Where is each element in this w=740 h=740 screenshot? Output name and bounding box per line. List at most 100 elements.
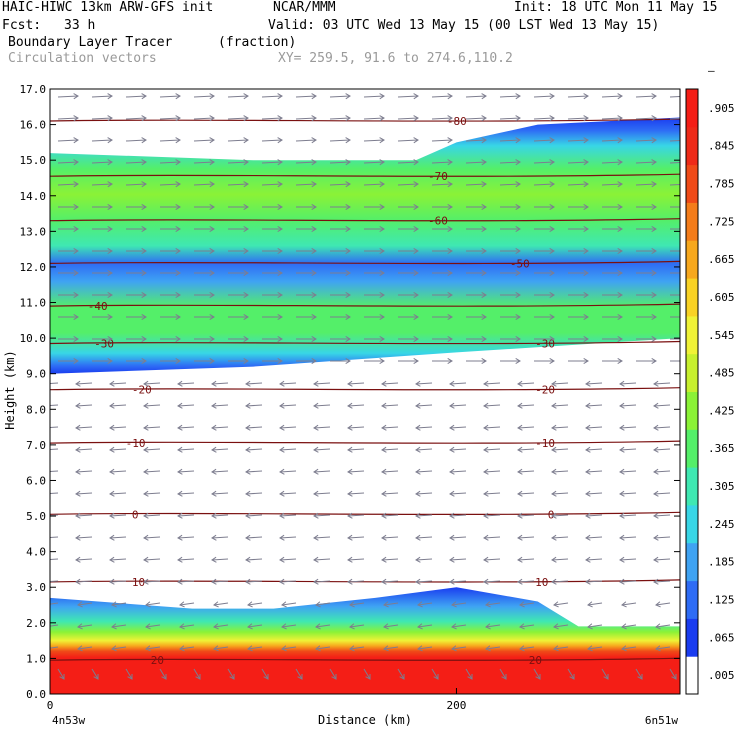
vector-arrowhead bbox=[313, 468, 319, 475]
vector-arrow bbox=[75, 448, 93, 451]
vector-arrowhead bbox=[517, 490, 523, 497]
vector-arrow bbox=[125, 183, 147, 186]
vector-arrow bbox=[313, 580, 331, 583]
vector-arrowhead bbox=[347, 446, 353, 453]
vector-arrowhead bbox=[517, 556, 523, 563]
vector-arrow bbox=[279, 580, 297, 583]
vector-arrow bbox=[363, 117, 385, 120]
vector-arrowhead bbox=[213, 645, 219, 652]
vector-arrow bbox=[587, 602, 603, 606]
vector-arrowhead bbox=[585, 380, 591, 387]
temperature-contour bbox=[50, 440, 680, 444]
vector-arrowhead bbox=[549, 225, 555, 233]
vector-arrowhead bbox=[175, 313, 181, 321]
vector-arrowhead bbox=[447, 247, 453, 255]
vector-arrowhead bbox=[481, 159, 487, 166]
vector-arrowhead bbox=[279, 490, 285, 497]
y-tick-label: 11.0 bbox=[20, 297, 47, 310]
contour-label: -40 bbox=[88, 300, 108, 313]
vector-arrow bbox=[397, 183, 419, 186]
vector-arrowhead bbox=[485, 601, 491, 608]
vector-arrow bbox=[431, 139, 453, 142]
vector-arrow bbox=[567, 161, 589, 164]
vector-arrow bbox=[601, 183, 623, 186]
vector-arrowhead bbox=[345, 203, 351, 211]
vector-arrow bbox=[50, 624, 59, 627]
vector-arrow bbox=[451, 646, 467, 650]
vector-arrow bbox=[111, 646, 127, 650]
vector-arrowhead bbox=[653, 380, 659, 387]
vector-arrow bbox=[295, 95, 317, 98]
vector-arrowhead bbox=[75, 578, 81, 585]
vector-arrow bbox=[50, 404, 59, 407]
vector-arrowhead bbox=[44, 602, 49, 607]
vector-arrowhead bbox=[653, 578, 659, 585]
vector-arrowhead bbox=[347, 534, 353, 541]
contour-label: -20 bbox=[535, 384, 555, 397]
vector-arrow bbox=[245, 470, 263, 473]
vector-arrowhead bbox=[311, 269, 317, 277]
vector-arrowhead bbox=[211, 556, 217, 563]
vector-arrow bbox=[261, 183, 283, 186]
vector-arrowhead bbox=[619, 490, 625, 497]
vector-arrow bbox=[57, 117, 79, 120]
vector-arrowhead bbox=[141, 225, 147, 233]
vector-arrow bbox=[279, 470, 297, 473]
vector-arrowhead bbox=[449, 490, 455, 497]
field-name: Boundary Layer Tracer bbox=[8, 35, 173, 50]
vector-arrowhead bbox=[331, 674, 337, 680]
vector-arrow bbox=[347, 448, 365, 451]
vector-arrowhead bbox=[59, 674, 65, 680]
vector-arrowhead bbox=[379, 115, 385, 122]
vector-arrowhead bbox=[175, 181, 181, 188]
vector-arrowhead bbox=[247, 623, 253, 630]
vector-arrowhead bbox=[653, 424, 659, 431]
vector-arrowhead bbox=[177, 402, 183, 409]
vector-arrow bbox=[75, 580, 93, 583]
vector-arrow bbox=[245, 492, 263, 495]
vector-arrow bbox=[619, 492, 637, 495]
vector-arrowhead bbox=[651, 137, 657, 144]
vector-arrowhead bbox=[417, 623, 423, 630]
vector-arrow bbox=[143, 536, 161, 539]
vector-arrowhead bbox=[449, 578, 455, 585]
vector-arrow bbox=[295, 139, 317, 142]
vector-arrowhead bbox=[347, 424, 353, 431]
vector-arrowhead bbox=[551, 424, 557, 431]
contour-label: 0 bbox=[132, 508, 139, 521]
vector-arrowhead bbox=[109, 490, 115, 497]
vector-arrow bbox=[347, 426, 365, 429]
vector-arrowhead bbox=[42, 535, 46, 540]
vector-arrowhead bbox=[621, 645, 627, 652]
vector-arrow bbox=[213, 624, 229, 628]
vector-arrowhead bbox=[549, 159, 555, 166]
vector-arrow bbox=[415, 558, 433, 561]
vector-arrow bbox=[313, 558, 331, 561]
vector-arrowhead bbox=[583, 137, 589, 144]
vector-arrow bbox=[567, 668, 575, 680]
vector-arrow bbox=[50, 492, 59, 495]
vector-arrowhead bbox=[381, 446, 387, 453]
vector-arrowhead bbox=[449, 556, 455, 563]
vector-arrow bbox=[449, 448, 467, 451]
vector-arrowhead bbox=[109, 424, 115, 431]
vector-arrowhead bbox=[617, 115, 623, 122]
vector-arrowhead bbox=[553, 645, 559, 652]
vector-arrow bbox=[669, 95, 680, 98]
vector-arrowhead bbox=[73, 291, 79, 299]
vector-arrowhead bbox=[517, 446, 523, 453]
vector-arrowhead bbox=[653, 534, 659, 541]
vector-arrowhead bbox=[413, 335, 419, 343]
vector-arrow bbox=[211, 514, 229, 517]
vector-arrowhead bbox=[585, 578, 591, 585]
vector-arrowhead bbox=[345, 93, 351, 100]
vector-arrow bbox=[635, 183, 657, 186]
vector-arrowhead bbox=[345, 225, 351, 233]
vector-arrowhead bbox=[483, 446, 489, 453]
vector-arrow bbox=[533, 668, 541, 680]
vector-arrow bbox=[295, 161, 317, 164]
vector-arrow bbox=[211, 426, 229, 429]
vector-arrow bbox=[517, 580, 535, 583]
vector-arrow bbox=[75, 470, 93, 473]
vector-arrow bbox=[261, 117, 283, 120]
